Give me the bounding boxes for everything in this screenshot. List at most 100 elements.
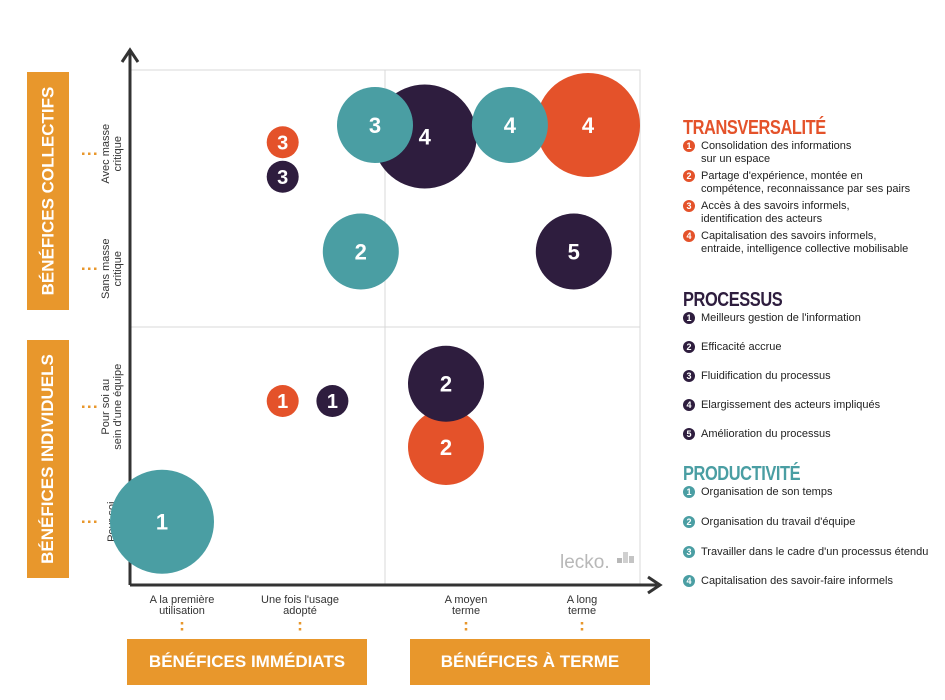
bubble-label: 2 bbox=[440, 435, 452, 460]
bubble-transversalit-2 bbox=[408, 409, 484, 485]
legend-item: 3 Travailler dans le cadre d'un processu… bbox=[683, 546, 928, 559]
bubble-label: 5 bbox=[568, 239, 580, 264]
legend-item: 3 Fluidification du processus bbox=[683, 370, 831, 383]
x-tick-label: A moyen terme bbox=[445, 594, 488, 617]
bubble-transversalit-4 bbox=[536, 73, 640, 177]
legend-item: 5 Amélioration du processus bbox=[683, 428, 831, 441]
y-tick-label: Pour soi ausein d'une équipe bbox=[100, 364, 124, 450]
bubble-label: 4 bbox=[419, 124, 432, 149]
bubble-transversalit-1 bbox=[266, 385, 299, 417]
legend-item: 2 Organisation du travail d'équipe bbox=[683, 516, 855, 529]
bubble-label: 3 bbox=[277, 132, 288, 154]
legend-productivite: PRODUCTIVITÉ 1 Organisation de son temps… bbox=[683, 464, 945, 594]
x-tick-label: Une fois l'usage adopté bbox=[261, 594, 339, 617]
x-tick-label-line: utilisation bbox=[159, 605, 205, 617]
watermark-square-icon bbox=[629, 556, 634, 563]
legend-item-text: Partage d'expérience, montée en compéten… bbox=[701, 170, 911, 195]
legend-item-text: Accès à des savoirs informels, identific… bbox=[701, 200, 850, 225]
bubble-label: 1 bbox=[327, 391, 338, 413]
legend-item: 2 Partage d'expérience, montée en compét… bbox=[683, 170, 910, 196]
x-tick-label-line: A moyen bbox=[445, 594, 488, 606]
bubble-transversalit-3 bbox=[266, 126, 299, 159]
bubble-label: 2 bbox=[355, 239, 367, 264]
bubble-productivit-1 bbox=[110, 469, 214, 574]
x-tick-label: A la première utilisation bbox=[150, 594, 215, 617]
bubble-processus-1 bbox=[316, 385, 349, 417]
legend-item-text: Fluidification du processus bbox=[701, 370, 831, 382]
bubble-label: 4 bbox=[582, 113, 595, 138]
bubble-label: 1 bbox=[277, 391, 288, 413]
y-tick-label: Sans massecritique bbox=[100, 238, 124, 299]
legend-title-transversalite: TRANSVERSALITÉ bbox=[683, 117, 826, 139]
bubble-label: 3 bbox=[369, 113, 381, 138]
legend-item: 4 Capitalisation des savoirs informels, … bbox=[683, 230, 908, 256]
individual-benefits-box: BÉNÉFICES INDIVIDUELS bbox=[27, 340, 69, 578]
legend-item: 3 Accès à des savoirs informels, identif… bbox=[683, 200, 850, 226]
y-tick-label-line: Sans masse bbox=[100, 238, 112, 299]
bubble-productivit-3 bbox=[337, 87, 413, 163]
legend-item-text: Capitalisation des savoir-faire informel… bbox=[701, 575, 893, 587]
legend-number-icon: 3 bbox=[683, 200, 695, 212]
y-tick-label-line: sein d'une équipe bbox=[112, 364, 124, 450]
bubble-productivit-4 bbox=[471, 87, 548, 163]
legend-item-text: Elargissement des acteurs impliqués bbox=[701, 399, 881, 411]
legend-item: 2 Efficacité accrue bbox=[683, 341, 782, 354]
x-tick-label-line: adopté bbox=[283, 605, 317, 617]
legend-item-text: Organisation du travail d'équipe bbox=[701, 516, 856, 528]
y-tick-label-line: critique bbox=[112, 251, 124, 286]
chart-bubbles: 4 3 4 1 2 3 5 1 2 3 4 2 1 bbox=[110, 73, 640, 574]
y-tick-label-line: Pour soi au bbox=[100, 379, 112, 435]
y-axis-arrow-icon bbox=[120, 47, 140, 63]
legend-number-icon: 2 bbox=[683, 170, 695, 182]
term-benefits-label: BÉNÉFICES À TERME bbox=[440, 652, 620, 671]
legend-item: 4 Capitalisation des savoir-faire inform… bbox=[683, 575, 893, 588]
bubble-processus-5 bbox=[535, 213, 612, 290]
legend-item-text: Organisation de son temps bbox=[701, 486, 833, 498]
bubble-label: 1 bbox=[156, 510, 168, 535]
bubble-processus-3 bbox=[266, 160, 299, 193]
watermark: lecko. bbox=[560, 552, 634, 573]
legend-number-icon: 1 bbox=[683, 140, 695, 152]
watermark-square-icon bbox=[623, 552, 628, 563]
legend-number-icon: 3 bbox=[683, 546, 695, 558]
x-tick-label-line: A la première bbox=[150, 594, 215, 606]
x-axis-arrow-icon bbox=[647, 575, 663, 595]
x-tick-label-line: A long bbox=[567, 594, 598, 606]
legend-number-icon: 4 bbox=[683, 399, 695, 411]
lecko-watermark: lecko. bbox=[560, 552, 610, 573]
legend-item-text: Travailler dans le cadre d'un processus … bbox=[701, 546, 929, 558]
legend-number-icon: 1 bbox=[683, 312, 695, 324]
legend-item: 1 Organisation de son temps bbox=[683, 486, 832, 499]
legend-number-icon: 4 bbox=[683, 575, 695, 587]
immediate-benefits-label: BÉNÉFICES IMMÉDIATS bbox=[148, 652, 346, 671]
immediate-benefits-box: BÉNÉFICES IMMÉDIATS bbox=[127, 639, 367, 685]
legend-number-icon: 2 bbox=[683, 516, 695, 528]
y-tick-label-line: critique bbox=[112, 136, 124, 171]
legend-number-icon: 5 bbox=[683, 428, 695, 440]
legend-title-processus: PROCESSUS bbox=[683, 289, 783, 311]
watermark-square-icon bbox=[617, 558, 622, 563]
bubble-processus-2 bbox=[408, 345, 484, 422]
legend-number-icon: 3 bbox=[683, 370, 695, 382]
legend-item: 1 Consolidation des informations sur un … bbox=[683, 140, 851, 166]
label-connectors bbox=[82, 152, 584, 634]
legend-item-text: Capitalisation des savoirs informels, en… bbox=[701, 230, 909, 255]
y-tick-label-line: Avec masse bbox=[100, 124, 112, 184]
bubble-label: 3 bbox=[277, 167, 288, 189]
bubble-label: 4 bbox=[504, 113, 517, 138]
legend-item-text: Consolidation des informations sur un es… bbox=[701, 140, 852, 165]
legend-item: 1 Meilleurs gestion de l'information bbox=[683, 312, 861, 325]
legend-item-text: Efficacité accrue bbox=[701, 341, 782, 353]
collective-benefits-box: BÉNÉFICES COLLECTIFS bbox=[27, 72, 69, 310]
legend-title-productivite: PRODUCTIVITÉ bbox=[683, 463, 801, 485]
x-tick-label-line: terme bbox=[568, 605, 596, 617]
legend-item-text: Amélioration du processus bbox=[701, 428, 831, 440]
legend-number-icon: 1 bbox=[683, 486, 695, 498]
term-benefits-box: BÉNÉFICES À TERME bbox=[410, 639, 650, 685]
legend-item-text: Meilleurs gestion de l'information bbox=[701, 312, 861, 324]
x-tick-label: A long terme bbox=[567, 594, 598, 617]
legend-processus: PROCESSUS 1 Meilleurs gestion de l'infor… bbox=[683, 290, 945, 450]
